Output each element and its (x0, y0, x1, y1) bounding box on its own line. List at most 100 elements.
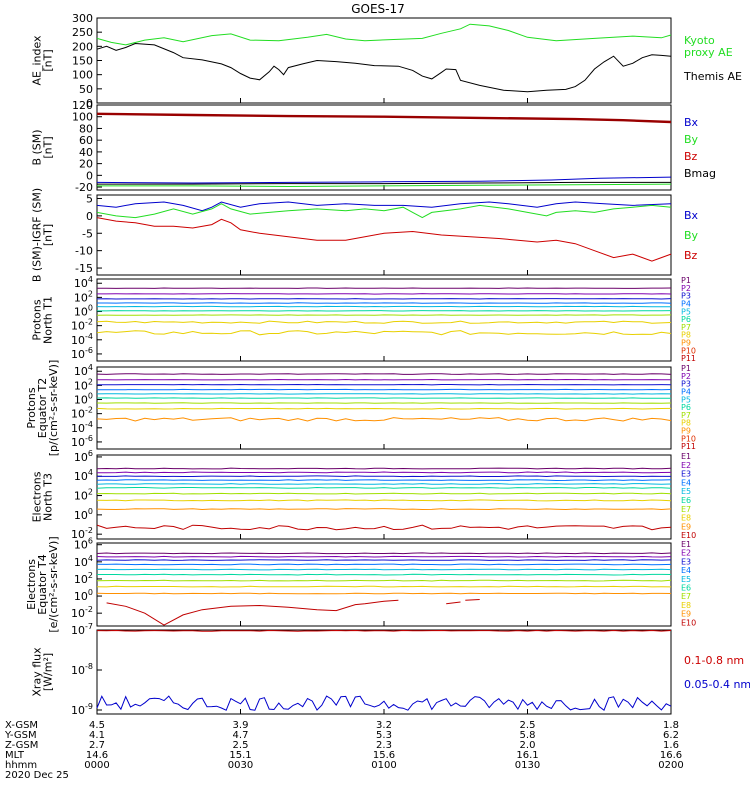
series-line-bx (96, 201, 672, 212)
panels: 050100150200250300AE_index[nT]Kyotoproxy… (25, 12, 750, 717)
y-axis-label: Equator T4 (36, 554, 49, 614)
series-line-e3 (96, 559, 672, 561)
y-tick-label: 200 (72, 40, 93, 53)
series-line-by (96, 203, 672, 219)
legend-channel-label: E8 (681, 514, 691, 523)
tick-base: 10 (71, 334, 85, 347)
panel-frame (96, 194, 672, 276)
tick-exponent: 0 (88, 588, 93, 597)
x-row-value: 6.2 (663, 730, 679, 741)
y-tick-label: 102 (74, 289, 93, 304)
legend-entry: Bx (684, 116, 699, 129)
y-axis-label: [p/(cm²-s-sr-keV)] (47, 360, 60, 457)
legend-channel-label: P8 (681, 419, 691, 428)
legend-entry: By (684, 133, 699, 146)
series-line-p9 (96, 330, 672, 336)
legend-channel-label: P1 (681, 364, 691, 373)
legend-channel-label: E6 (681, 584, 691, 593)
series-line-e8 (96, 499, 672, 502)
tick-base: 10 (71, 664, 85, 677)
series-line-e2 (96, 555, 672, 558)
legend-channel-label: E9 (681, 610, 691, 619)
y-tick-label: 100 (74, 392, 93, 407)
y-tick-label: 102 (74, 488, 93, 503)
x-row-label: MLT (5, 750, 25, 761)
legend-channel-label: E1 (681, 540, 691, 549)
y-tick-label: 300 (72, 12, 93, 25)
series-line-e1 (96, 552, 672, 555)
x-row-label: Z-GSM (5, 740, 38, 751)
legend-channel-label: E5 (681, 575, 691, 584)
legend-channel-label: P10 (681, 434, 696, 443)
y-axis-label: Xray flux (31, 647, 44, 697)
legend-entry: Bmag (684, 167, 716, 180)
tick-base: 10 (74, 306, 88, 319)
tick-base: 10 (74, 556, 88, 569)
y-tick-label: -5 (82, 227, 93, 240)
series-line-e10 (96, 524, 672, 531)
series-line-e10 (446, 601, 461, 605)
x-row-value: 5.3 (376, 730, 392, 741)
series-line-kyoto-proxy-ae (96, 23, 672, 46)
y-tick-label: 150 (72, 55, 93, 68)
tick-exponent: -6 (85, 434, 93, 443)
legend-channel-label: P9 (681, 339, 691, 348)
legend-channel-label: E2 (681, 461, 691, 470)
panel-frame (96, 542, 672, 627)
series-line-by (97, 183, 672, 188)
x-row-value: 4.1 (89, 730, 105, 741)
tick-base: 10 (71, 422, 85, 435)
y-tick-label: -15 (75, 262, 93, 275)
x-row-value: 2.5 (520, 720, 536, 731)
tick-exponent: -7 (85, 622, 93, 631)
legend-entry: Themis AE (683, 70, 742, 83)
y-tick-label: 10-7 (71, 622, 93, 637)
legend-channel-label: P10 (681, 346, 696, 355)
y-tick-label: 60 (79, 134, 93, 147)
series-line-e2 (97, 471, 672, 474)
series-line-e9 (96, 592, 672, 595)
legend-entry: Bz (684, 249, 698, 262)
y-tick-label: 0 (86, 210, 93, 223)
y-tick-label: 0 (86, 169, 93, 182)
tick-exponent: 4 (88, 468, 93, 477)
panel-3: -15 -10 -5 0 5 B (SM)-IGRF (SM)[nT] Bx By Bz (31, 188, 699, 282)
y-axis-label: North T3 (42, 473, 55, 521)
x-row-value: 2.0 (520, 740, 536, 751)
y-axis-label: Equator T2 (36, 378, 49, 438)
tick-base: 10 (71, 607, 85, 620)
legend-channel-label: P4 (681, 387, 691, 396)
series-line-e9 (96, 508, 672, 511)
legend-channel-label: E4 (681, 478, 691, 487)
y-tick-label: 250 (72, 26, 93, 39)
y-tick-label: 100 (74, 304, 93, 319)
y-tick-label: 10-2 (71, 605, 93, 620)
y-axis-label: [nT] (42, 136, 55, 158)
legend-channel-label: P4 (681, 299, 691, 308)
panel-frame (96, 278, 672, 362)
y-tick-label: 102 (74, 377, 93, 392)
y-axis-label: Electrons (25, 559, 38, 610)
series-line-p8 (96, 407, 672, 410)
tick-exponent: 0 (88, 304, 93, 313)
y-axis-label: [W/m²] (42, 653, 55, 691)
y-tick-label: 100 (72, 69, 93, 82)
legend-channel-label: P2 (681, 284, 691, 293)
legend-entry: 0.1-0.8 nm (684, 654, 744, 667)
y-axis-label: B (SM) (31, 129, 44, 165)
y-tick-label: 10-9 (71, 702, 93, 717)
tick-exponent: -4 (85, 332, 93, 341)
x-row-value: 0130 (515, 760, 540, 771)
tick-exponent: 6 (88, 449, 93, 458)
x-row-label: hhmm (5, 760, 37, 771)
tick-exponent: 2 (88, 377, 93, 386)
tick-exponent: 0 (88, 392, 93, 401)
x-row-value: 16.6 (660, 750, 682, 761)
x-row-label: Y-GSM (4, 730, 37, 741)
tick-exponent: -2 (85, 526, 93, 535)
y-axis-label: [nT] (42, 224, 55, 246)
legend-channel-label: E3 (681, 557, 691, 566)
